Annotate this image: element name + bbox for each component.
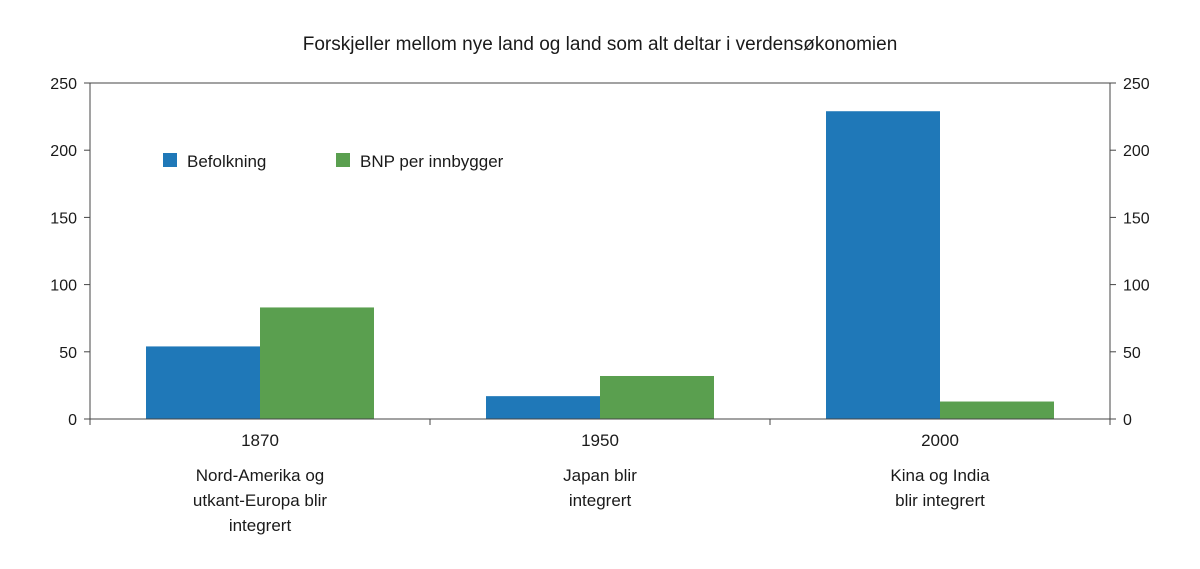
left-tick-label: 250 — [50, 76, 77, 93]
right-tick-label: 0 — [1123, 412, 1132, 429]
left-tick-label: 0 — [68, 412, 77, 429]
left-tick-label: 200 — [50, 143, 77, 160]
legend-swatch — [163, 153, 177, 167]
legend: Befolkning BNP per innbygger — [163, 152, 504, 171]
bar-bnp-per-innbygger — [940, 401, 1054, 419]
legend-swatch — [336, 153, 350, 167]
right-tick-label: 100 — [1123, 278, 1150, 295]
right-tick-label: 50 — [1123, 345, 1141, 362]
bar-bnp-per-innbygger — [600, 375, 714, 419]
category-label: 2000 — [921, 431, 959, 450]
category-description: Kina og India — [890, 466, 990, 485]
right-tick-label: 150 — [1123, 210, 1150, 227]
category-description: integrert — [569, 491, 632, 510]
bar-befolkning — [826, 111, 940, 419]
category-description: utkant-Europa blir — [193, 491, 328, 510]
legend-label: BNP per innbygger — [360, 152, 504, 171]
tick-labels: 0 0 50 50 100 100 150 150 200 200 250 250 — [50, 76, 1150, 429]
category-description: Nord-Amerika og — [196, 466, 325, 485]
category-description: Japan blir — [563, 466, 637, 485]
chart-title: Forskjeller mellom nye land og land som … — [302, 34, 898, 55]
category-labels: 1870 Nord-Amerika og utkant-Europa blir int… — [193, 431, 990, 535]
left-tick-label: 150 — [50, 210, 77, 227]
bar-bnp-per-innbygger — [260, 307, 374, 419]
bar-befolkning — [486, 396, 600, 419]
right-tick-label: 200 — [1123, 143, 1150, 160]
bar-befolkning — [146, 346, 260, 419]
category-description: blir integrert — [895, 491, 985, 510]
right-tick-label: 250 — [1123, 76, 1150, 93]
left-tick-label: 100 — [50, 278, 77, 295]
left-tick-label: 50 — [59, 345, 77, 362]
bars — [90, 111, 1110, 420]
category-label: 1950 — [581, 431, 619, 450]
legend-label: Befolkning — [187, 152, 266, 171]
category-label: 1870 — [241, 431, 279, 450]
category-description: integrert — [229, 516, 292, 535]
